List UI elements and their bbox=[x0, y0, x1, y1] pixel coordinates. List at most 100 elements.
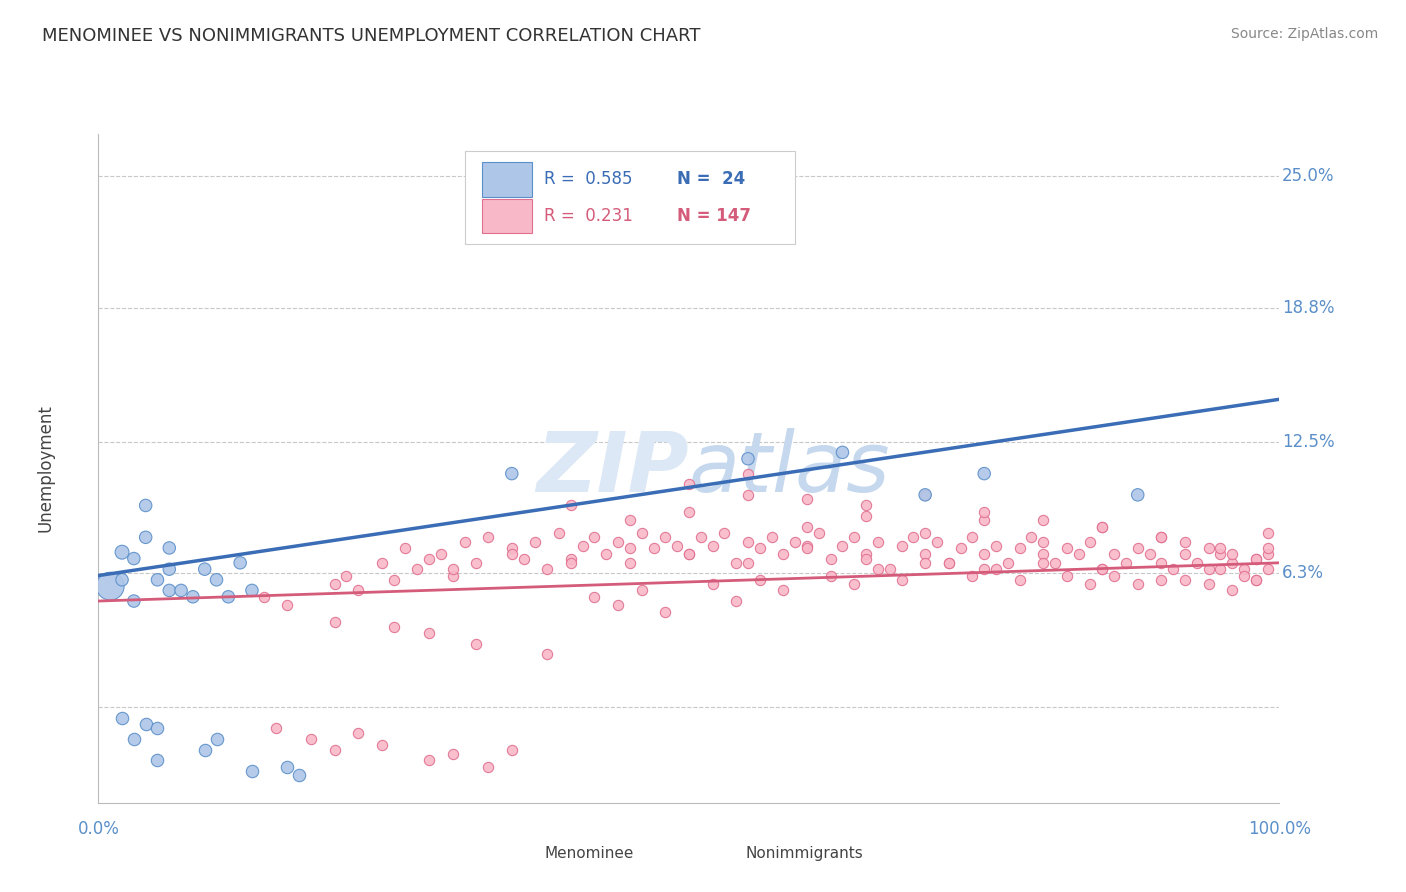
Point bbox=[418, 551, 440, 566]
Point bbox=[477, 530, 499, 544]
Point bbox=[1220, 556, 1243, 570]
Point bbox=[938, 556, 960, 570]
Point bbox=[890, 573, 912, 587]
Point bbox=[997, 556, 1019, 570]
Point bbox=[146, 573, 169, 587]
Point bbox=[323, 615, 346, 630]
Point bbox=[737, 534, 759, 549]
Point bbox=[135, 717, 157, 731]
Point bbox=[406, 562, 429, 576]
Point bbox=[1008, 573, 1031, 587]
Text: R =  0.231: R = 0.231 bbox=[544, 207, 633, 225]
Text: 6.3%: 6.3% bbox=[1282, 565, 1324, 582]
Point bbox=[418, 626, 440, 640]
Point bbox=[855, 499, 877, 513]
Point bbox=[548, 526, 571, 541]
Point bbox=[465, 636, 488, 650]
Point bbox=[501, 742, 523, 756]
Point bbox=[1257, 562, 1279, 576]
Point bbox=[1198, 562, 1220, 576]
Point bbox=[1209, 562, 1232, 576]
Point bbox=[879, 562, 901, 576]
Point bbox=[796, 519, 818, 533]
Point bbox=[925, 534, 948, 549]
Point bbox=[135, 530, 157, 544]
Point bbox=[713, 526, 735, 541]
Point bbox=[146, 722, 169, 736]
Point bbox=[430, 547, 453, 561]
Point bbox=[844, 530, 866, 544]
Point bbox=[1244, 551, 1267, 566]
Point bbox=[371, 556, 394, 570]
Point bbox=[1126, 541, 1149, 555]
Point bbox=[382, 619, 405, 633]
Point bbox=[962, 568, 984, 582]
Point bbox=[323, 742, 346, 756]
Point bbox=[441, 568, 464, 582]
Text: Nonimmigrants: Nonimmigrants bbox=[745, 847, 863, 861]
Point bbox=[560, 551, 582, 566]
Point bbox=[1209, 541, 1232, 555]
Point bbox=[962, 530, 984, 544]
Point bbox=[194, 562, 217, 576]
Point bbox=[984, 539, 1007, 553]
Point bbox=[299, 732, 322, 747]
Point bbox=[501, 541, 523, 555]
Point bbox=[866, 562, 889, 576]
Point bbox=[205, 573, 228, 587]
Point bbox=[654, 605, 676, 619]
Point bbox=[524, 534, 547, 549]
Point bbox=[394, 541, 416, 555]
Point bbox=[654, 530, 676, 544]
Point bbox=[831, 539, 853, 553]
Point bbox=[264, 722, 287, 736]
Point bbox=[1233, 568, 1256, 582]
Point bbox=[678, 505, 700, 519]
Point bbox=[240, 583, 263, 598]
Point bbox=[914, 488, 936, 502]
Point bbox=[938, 556, 960, 570]
Point bbox=[1174, 547, 1197, 561]
Point bbox=[1209, 547, 1232, 561]
Text: ZIP: ZIP bbox=[536, 428, 689, 508]
Point bbox=[630, 526, 652, 541]
Point bbox=[855, 509, 877, 524]
Point bbox=[831, 445, 853, 459]
Point bbox=[737, 556, 759, 570]
Point bbox=[737, 488, 759, 502]
Point bbox=[903, 530, 925, 544]
Point bbox=[1115, 556, 1137, 570]
Point bbox=[619, 541, 641, 555]
Point bbox=[678, 547, 700, 561]
Point bbox=[536, 647, 558, 661]
Point bbox=[1150, 530, 1173, 544]
Point bbox=[1056, 568, 1078, 582]
Point bbox=[1244, 551, 1267, 566]
Text: 18.8%: 18.8% bbox=[1282, 299, 1334, 317]
Text: N =  24: N = 24 bbox=[678, 170, 745, 188]
Point bbox=[1091, 562, 1114, 576]
Point bbox=[1032, 513, 1054, 527]
FancyBboxPatch shape bbox=[482, 199, 531, 234]
Point bbox=[217, 590, 239, 604]
Point bbox=[737, 451, 759, 466]
Point bbox=[796, 539, 818, 553]
Point bbox=[441, 747, 464, 761]
Text: R =  0.585: R = 0.585 bbox=[544, 170, 633, 188]
Point bbox=[1257, 541, 1279, 555]
FancyBboxPatch shape bbox=[464, 151, 796, 244]
Point bbox=[820, 568, 842, 582]
Point bbox=[501, 467, 523, 481]
Point bbox=[347, 725, 370, 739]
Point bbox=[288, 768, 311, 782]
Point bbox=[335, 568, 357, 582]
Point bbox=[748, 541, 770, 555]
Point bbox=[253, 590, 276, 604]
Point bbox=[1043, 556, 1066, 570]
Point bbox=[157, 583, 180, 598]
Point bbox=[1161, 562, 1184, 576]
Point bbox=[1080, 577, 1102, 591]
Point bbox=[914, 556, 936, 570]
Point bbox=[1091, 519, 1114, 533]
Point bbox=[984, 562, 1007, 576]
